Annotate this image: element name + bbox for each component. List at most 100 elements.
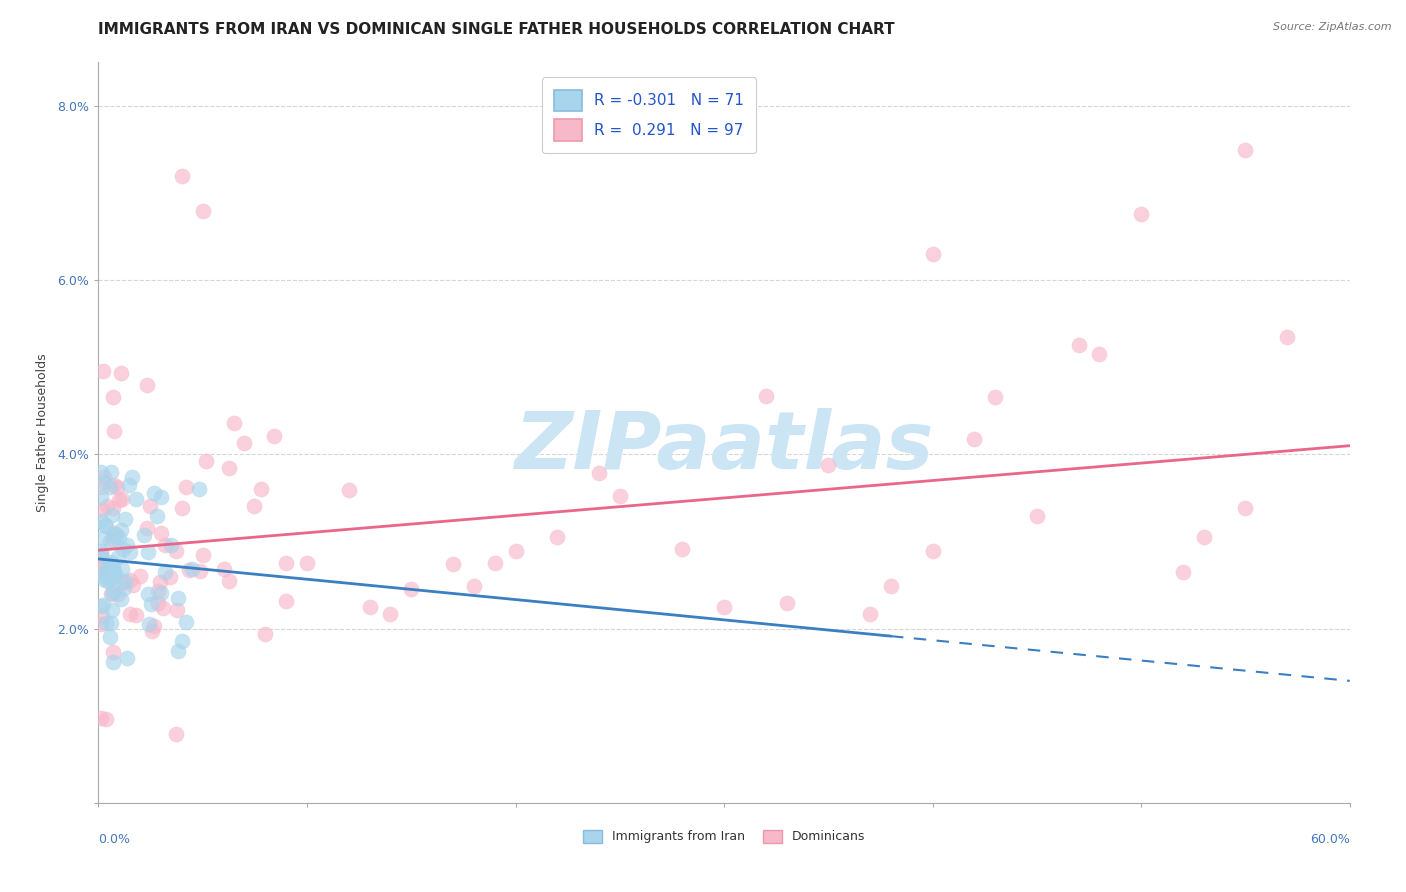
Point	[1234, 500, 1257, 515]
Point	[105, 480, 128, 494]
Point	[1192, 530, 1215, 544]
Point	[93, 470, 115, 484]
Point	[153, 565, 176, 579]
Point	[97, 569, 120, 583]
Point	[609, 489, 631, 503]
Point	[97, 574, 120, 588]
Point	[94, 518, 117, 533]
Point	[103, 585, 125, 599]
Legend: Immigrants from Iran, Dominicans: Immigrants from Iran, Dominicans	[578, 825, 870, 848]
Point	[880, 579, 903, 593]
Point	[263, 429, 285, 443]
Point	[274, 594, 298, 608]
Point	[101, 560, 124, 574]
Point	[166, 591, 188, 606]
Point	[149, 490, 172, 504]
Point	[187, 482, 209, 496]
Point	[121, 470, 143, 484]
Point	[484, 556, 506, 570]
Point	[96, 499, 118, 513]
Point	[242, 499, 264, 513]
Point	[114, 574, 136, 588]
Point	[1277, 329, 1299, 343]
Point	[191, 548, 214, 562]
Point	[776, 596, 799, 610]
Text: 0.0%: 0.0%	[98, 833, 131, 847]
Point	[110, 366, 132, 380]
Point	[170, 634, 193, 648]
Point	[165, 544, 187, 558]
Point	[177, 563, 200, 577]
Point	[103, 570, 125, 584]
Point	[359, 599, 381, 614]
Point	[110, 591, 132, 606]
Point	[108, 531, 131, 545]
Point	[588, 466, 610, 480]
Point	[136, 587, 159, 601]
Point	[98, 533, 121, 548]
Point	[117, 651, 139, 665]
Point	[139, 500, 162, 514]
Point	[212, 562, 235, 576]
Point	[153, 538, 176, 552]
Text: IMMIGRANTS FROM IRAN VS DOMINICAN SINGLE FATHER HOUSEHOLDS CORRELATION CHART: IMMIGRANTS FROM IRAN VS DOMINICAN SINGLE…	[98, 22, 896, 37]
Point	[89, 617, 111, 632]
Point	[97, 557, 120, 571]
Point	[138, 617, 160, 632]
Point	[170, 501, 193, 516]
Point	[89, 544, 111, 558]
Point	[90, 503, 112, 517]
Point	[101, 585, 124, 599]
Point	[89, 561, 111, 575]
Point	[108, 492, 131, 507]
Point	[174, 615, 197, 629]
Point	[101, 525, 124, 540]
Point	[167, 644, 190, 658]
Point	[120, 607, 142, 622]
Point	[103, 425, 125, 439]
Point	[1171, 565, 1194, 579]
Point	[138, 545, 160, 559]
Point	[101, 645, 124, 659]
Point	[150, 526, 173, 541]
Point	[188, 564, 211, 578]
Point	[110, 492, 132, 507]
Point	[96, 518, 118, 533]
Point	[755, 389, 778, 403]
Point	[101, 603, 124, 617]
Point	[274, 556, 297, 570]
Point	[101, 390, 124, 404]
Point	[91, 480, 114, 494]
Point	[111, 574, 134, 589]
Point	[98, 572, 121, 586]
Point	[1130, 207, 1153, 221]
Point	[94, 573, 117, 587]
Point	[963, 432, 986, 446]
Point	[115, 538, 138, 552]
Point	[170, 169, 193, 183]
Point	[149, 575, 172, 590]
Point	[254, 627, 277, 641]
Point	[1234, 143, 1257, 157]
Point	[111, 562, 134, 576]
Point	[984, 390, 1007, 404]
Point	[921, 247, 943, 261]
Point	[713, 599, 735, 614]
Point	[103, 566, 125, 580]
Point	[112, 541, 135, 556]
Point	[90, 514, 112, 528]
Point	[224, 416, 246, 430]
Point	[93, 475, 115, 489]
Point	[118, 545, 141, 559]
Point	[165, 727, 187, 741]
Point	[103, 501, 125, 516]
Point	[152, 600, 174, 615]
Point	[128, 569, 150, 583]
Point	[146, 595, 169, 609]
Point	[1026, 508, 1049, 523]
Point	[401, 582, 423, 596]
Point	[100, 465, 122, 479]
Point	[380, 607, 402, 622]
Point	[121, 578, 143, 592]
Point	[166, 603, 188, 617]
